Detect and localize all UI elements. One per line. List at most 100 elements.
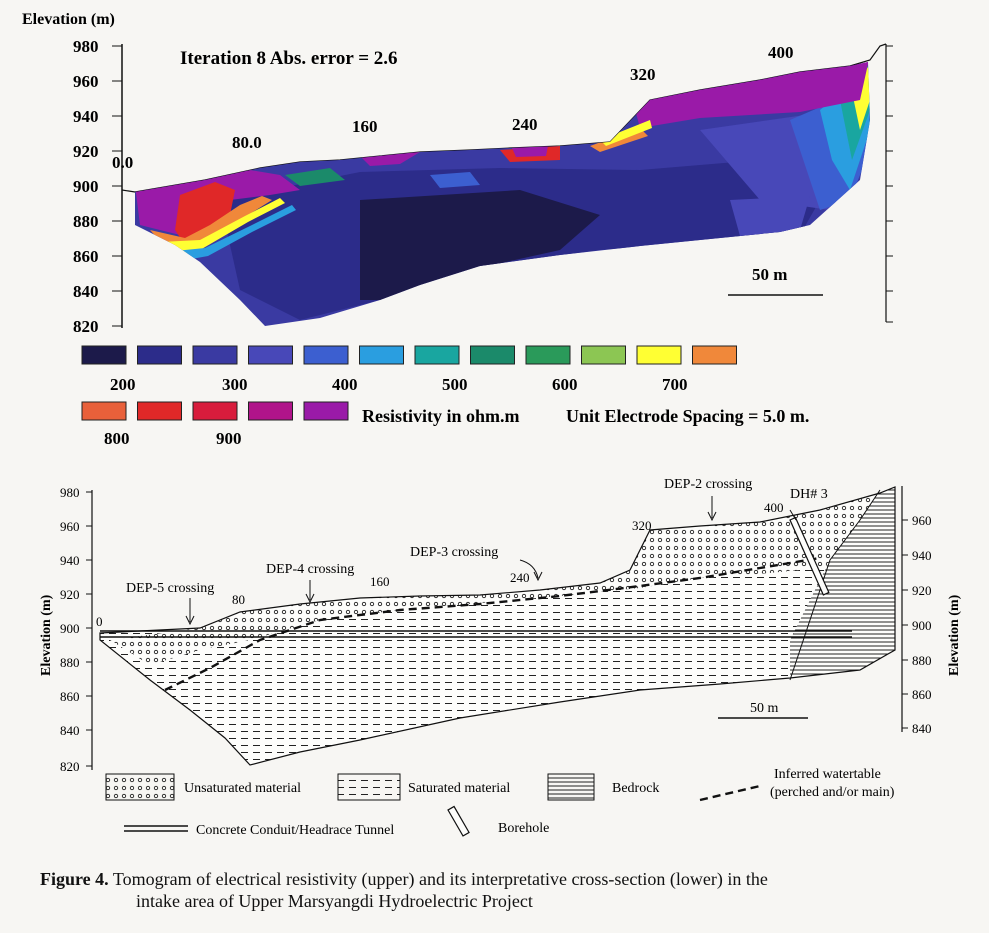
lower-y-tick-label-right: 940 [912, 548, 932, 563]
upper-y-tick-label: 880 [73, 212, 99, 231]
legend-borehole-swatch [447, 805, 470, 837]
upper-y-tick-label: 840 [73, 282, 99, 301]
upper-elevation-label: Elevation (m) [22, 11, 115, 28]
lower-y-tick-label: 980 [60, 485, 80, 500]
legend-color-swatch [359, 345, 404, 365]
legend-color-swatch [692, 345, 737, 365]
upper-y-tick-label: 900 [73, 177, 99, 196]
legend-color-swatch [636, 345, 682, 365]
resistivity-unit-label: Resistivity in ohm.m [362, 406, 520, 426]
distance-label: 320 [630, 65, 656, 84]
legend-watertable-sub: (perched and/or main) [770, 785, 895, 800]
upper-distance-labels: 0.0 80.0 160 240 320 400 [112, 43, 794, 172]
lower-distance-label: 0 [96, 614, 103, 629]
lower-y-tick-label: 820 [60, 759, 80, 774]
legend-value-label: 800 [104, 429, 130, 448]
legend-value-label: 900 [216, 429, 242, 448]
lower-y-tick-label: 940 [60, 553, 80, 568]
upper-tomogram: Elevation (m) 980 960 940 920 900 880 86… [22, 11, 893, 336]
lower-distance-label: 320 [632, 518, 652, 533]
dep-crossing-labels: DEP-5 crossing DEP-4 crossing DEP-3 cros… [126, 477, 828, 626]
lower-cross-section: 980 960 940 920 900 880 860 840 820 Elev… [39, 477, 962, 774]
distance-label: 400 [768, 43, 794, 62]
caption-line-2: intake area of Upper Marsyangdi Hydroele… [136, 891, 533, 911]
lower-y-tick-label: 920 [60, 587, 80, 602]
electrode-spacing-label: Unit Electrode Spacing = 5.0 m. [566, 406, 809, 426]
lower-y-tick-label: 860 [60, 689, 80, 704]
legend-color-swatch [414, 345, 460, 365]
lower-left-ticks: 980 960 940 920 900 880 860 840 820 [60, 485, 92, 774]
lower-y-tick-label-right: 840 [912, 721, 932, 736]
lower-distance-label: 400 [764, 500, 784, 515]
distance-label: 0.0 [112, 153, 133, 172]
upper-y-tick-label: 980 [73, 37, 99, 56]
lower-distance-label: 80 [232, 592, 245, 607]
crossing-label: DEP-2 crossing [664, 477, 752, 492]
legend-color-swatch [303, 345, 349, 365]
legend-color-swatch [248, 401, 293, 421]
lower-distance-labels: 0 80 160 240 320 400 [96, 500, 784, 629]
legend-unsaturated-swatch [105, 773, 175, 801]
lower-right-ticks: 960 940 920 900 880 860 840 [902, 513, 932, 736]
legend-bedrock-swatch [547, 773, 595, 801]
legend-color-swatch [137, 401, 182, 421]
lower-y-tick-label: 900 [60, 621, 80, 636]
legend-value-label: 400 [332, 375, 358, 394]
upper-y-tick-label: 860 [73, 247, 99, 266]
legend-value-label: 300 [222, 375, 248, 394]
legend-value-label: 600 [552, 375, 578, 394]
upper-y-tick-label: 940 [73, 107, 99, 126]
legend-value-labels: 200 300 400 500 600 700 800 900 [104, 375, 688, 448]
geological-units [100, 487, 895, 765]
upper-right-ticks [886, 45, 893, 323]
lower-y-tick-label-right: 960 [912, 513, 932, 528]
legend-value-label: 500 [442, 375, 468, 394]
legend-watertable-swatch [699, 784, 761, 802]
lower-y-tick-label-right: 860 [912, 687, 932, 702]
lower-y-tick-label-right: 900 [912, 618, 932, 633]
bedrock-contact [789, 489, 881, 681]
lower-y-tick-label-right: 880 [912, 653, 932, 668]
figure-number: Figure 4. [40, 869, 109, 889]
crossing-label: DEP-4 crossing [266, 562, 354, 577]
legend-color-swatch [137, 345, 182, 365]
caption-line-1: Tomogram of electrical resistivity (uppe… [112, 869, 768, 889]
legend-saturated-swatch [337, 773, 401, 801]
legend-color-swatch [81, 345, 127, 365]
distance-label: 160 [352, 117, 378, 136]
legend-row-2 [81, 401, 349, 421]
legend-watertable-label: Inferred watertable [774, 767, 881, 782]
figure-caption: Figure 4. Tomogram of electrical resisti… [40, 868, 960, 912]
inferred-watertable-line [164, 556, 821, 692]
distance-label: 80.0 [232, 133, 262, 152]
legend-value-label: 700 [662, 375, 688, 394]
lower-distance-label: 240 [510, 570, 530, 585]
lower-y-axis-label-right: Elevation (m) [947, 594, 962, 676]
lower-distance-label: 160 [370, 574, 390, 589]
crossing-label: DEP-3 crossing [410, 545, 498, 560]
lower-y-tick-label: 880 [60, 655, 80, 670]
legend-row-1 [81, 345, 737, 365]
borehole-tag: DH# 3 [790, 487, 828, 502]
upper-y-tick-label: 920 [73, 142, 99, 161]
legend-value-label: 200 [110, 375, 136, 394]
upper-y-tick-label: 820 [73, 317, 99, 336]
lower-legend: Unsaturated material Saturated material … [105, 767, 895, 838]
legend-unsaturated-label: Unsaturated material [184, 781, 301, 796]
upper-y-tick-label: 960 [73, 72, 99, 91]
legend-saturated-label: Saturated material [408, 781, 510, 796]
legend-color-swatch [525, 345, 571, 365]
legend-color-swatch [81, 401, 127, 421]
legend-tunnel-label: Concrete Conduit/Headrace Tunnel [196, 823, 394, 838]
lower-y-tick-label-right: 920 [912, 583, 932, 598]
legend-color-swatch [303, 401, 349, 421]
legend-bedrock-label: Bedrock [612, 781, 659, 796]
iteration-label: Iteration 8 Abs. error = 2.6 [180, 48, 398, 69]
lower-y-tick-label: 840 [60, 723, 80, 738]
distance-label: 240 [512, 115, 538, 134]
legend-color-swatch [248, 345, 293, 365]
legend-color-swatch [192, 401, 238, 421]
borehole-dh3 [789, 516, 830, 596]
